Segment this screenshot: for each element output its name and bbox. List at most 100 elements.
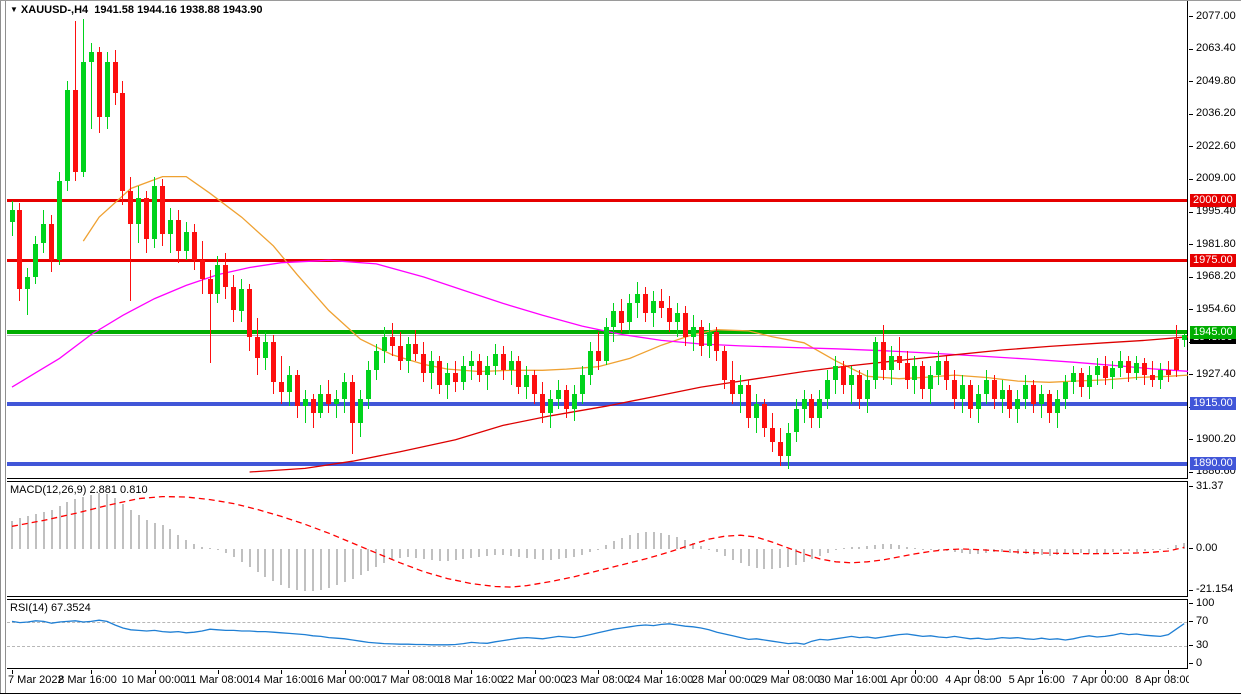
candle xyxy=(1134,363,1140,373)
axis-tick-mark xyxy=(1189,146,1193,148)
macd-tick-label: 0.00 xyxy=(1196,541,1218,554)
candle xyxy=(468,360,474,366)
candle xyxy=(532,375,538,395)
candle xyxy=(183,231,189,251)
candle xyxy=(872,341,878,380)
macd-histogram-bar xyxy=(937,549,940,550)
macd-histogram-bar xyxy=(224,549,227,553)
candle xyxy=(152,186,158,239)
macd-histogram-bar xyxy=(1119,549,1122,551)
candle xyxy=(500,353,506,371)
macd-histogram-bar xyxy=(280,549,283,585)
time-axis-label: 23 Mar 08:00 xyxy=(565,674,630,686)
time-axis-label: 30 Mar 16:00 xyxy=(818,674,884,686)
candle xyxy=(1039,394,1045,404)
price-tick-label: 2022.60 xyxy=(1196,139,1236,152)
macd-histogram-bar xyxy=(763,549,766,569)
time-axis-tick xyxy=(471,670,473,674)
candle xyxy=(413,344,419,354)
macd-histogram-bar xyxy=(264,549,267,577)
axis-tick-mark xyxy=(1189,309,1193,311)
macd-histogram-bar xyxy=(74,498,77,549)
candle xyxy=(72,90,78,172)
candle xyxy=(167,219,173,234)
rsi-tick-label: 70 xyxy=(1196,614,1209,627)
macd-histogram-bar xyxy=(620,538,623,549)
price-tick-label: 1981.80 xyxy=(1196,237,1236,250)
axis-tick-mark xyxy=(1189,589,1193,591)
level-axis-label-1915.00: 1915.00 xyxy=(1190,397,1236,411)
macd-histogram-bar xyxy=(636,533,639,549)
candle xyxy=(825,379,831,399)
candle xyxy=(746,384,752,419)
price-tick-label: 1995.40 xyxy=(1196,205,1236,217)
candle xyxy=(1181,334,1187,341)
candle xyxy=(587,351,593,376)
main-chart-plot[interactable]: ▼ XAUUSD-,H4 1941.58 1944.16 1938.88 1943… xyxy=(7,1,1188,479)
candle xyxy=(1007,389,1013,409)
candle xyxy=(1070,372,1076,383)
time-axis-tick xyxy=(661,670,663,674)
candle xyxy=(769,427,775,443)
macd-histogram-bar xyxy=(343,549,346,582)
candle xyxy=(579,375,585,395)
candle xyxy=(651,301,656,313)
price-axis[interactable]: 2077.00 2063.40 2049.80 2036.20 2022.60 2009.… xyxy=(1189,1,1241,694)
macd-histogram-bar xyxy=(795,549,798,565)
macd-histogram-bar xyxy=(1056,549,1059,555)
candle xyxy=(492,353,498,366)
axis-tick-mark xyxy=(1189,471,1193,473)
candle xyxy=(25,277,31,289)
macd-histogram-bar xyxy=(375,549,378,567)
macd-histogram-bar xyxy=(454,549,457,560)
macd-label: MACD(12,26,9) 2.881 0.810 xyxy=(10,484,148,496)
macd-histogram-bar xyxy=(137,515,140,549)
macd-histogram-bar xyxy=(169,529,172,549)
macd-histogram-bar xyxy=(755,549,758,568)
time-axis-label: 29 Mar 08:00 xyxy=(755,674,821,686)
axis-tick-mark xyxy=(1189,621,1193,622)
candle xyxy=(1157,370,1163,380)
candle xyxy=(1126,360,1132,373)
candle xyxy=(944,360,950,380)
candle xyxy=(112,61,118,93)
ohlc-readout: 1941.58 1944.16 1938.88 1943.90 xyxy=(94,4,263,16)
time-axis-label: 8 Mar 16:00 xyxy=(58,674,117,686)
rsi-indicator-plot[interactable]: RSI(14) 67.3524 xyxy=(7,599,1188,669)
candle xyxy=(864,379,870,399)
macd-histogram-bar xyxy=(201,547,204,549)
rsi-label: RSI(14) 67.3524 xyxy=(10,602,91,614)
axis-tick-mark xyxy=(1189,113,1193,115)
macd-histogram-bar xyxy=(747,549,750,566)
macd-indicator-plot[interactable]: MACD(12,26,9) 2.881 0.810 xyxy=(7,481,1188,597)
symbol-dropdown-icon[interactable]: ▼ xyxy=(10,5,18,14)
macd-histogram-bar xyxy=(153,523,156,549)
candle xyxy=(754,403,759,419)
macd-histogram-bar xyxy=(391,549,394,560)
macd-histogram-bar xyxy=(1072,549,1075,553)
candle xyxy=(1150,375,1155,380)
time-axis[interactable]: 7 Mar 2022 8 Mar 16:00 10 Mar 00:00 11 Mar … xyxy=(7,670,1192,694)
macd-histogram-bar xyxy=(1104,549,1106,553)
macd-histogram-bar xyxy=(121,503,124,549)
time-axis-tick xyxy=(724,670,726,674)
candle xyxy=(928,375,934,390)
macd-histogram-bar xyxy=(209,548,211,550)
candle xyxy=(96,52,102,117)
macd-histogram-bar xyxy=(1159,549,1162,550)
macd-histogram-bar xyxy=(723,549,726,556)
candle xyxy=(64,90,70,182)
candle xyxy=(785,432,791,457)
axis-tick-mark xyxy=(1189,439,1193,441)
macd-histogram-bar xyxy=(779,549,782,568)
candle xyxy=(286,375,292,392)
macd-histogram-bar xyxy=(18,518,21,549)
candle xyxy=(714,332,720,352)
candle-wick xyxy=(851,365,852,404)
time-axis-label: 14 Mar 16:00 xyxy=(248,674,314,686)
macd-histogram-bar xyxy=(605,545,607,549)
macd-histogram-bar xyxy=(557,549,560,559)
macd-histogram-bar xyxy=(597,549,600,550)
macd-histogram-bar xyxy=(414,549,417,558)
candle xyxy=(255,336,260,359)
